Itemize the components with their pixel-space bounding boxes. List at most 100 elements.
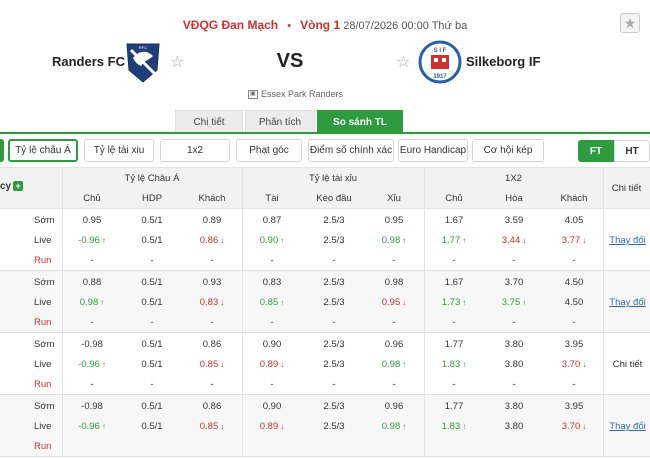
odds-value: 0.85 xyxy=(199,421,219,432)
odds-value: 0.90 xyxy=(259,235,279,246)
cell-1x2-home: - xyxy=(452,379,456,390)
row-label: Sớm xyxy=(34,215,55,226)
home-team-name[interactable]: Randers FC xyxy=(52,54,125,69)
cell-1x2-home: - xyxy=(452,317,456,328)
col-header-1x2-away: Khách xyxy=(560,193,588,204)
versus-label: VS xyxy=(276,50,304,72)
favorite-star-icon[interactable]: ★ xyxy=(620,13,640,33)
cell-home: - xyxy=(90,317,94,328)
cell-1x2-away: 3.77 ↓ xyxy=(552,231,596,251)
col-header-under: Xỉu xyxy=(387,193,401,204)
sidebar-toggle[interactable] xyxy=(0,139,4,162)
column-divider xyxy=(424,395,425,457)
odds-value: -0.96 xyxy=(78,359,100,370)
cell-over: 0.89 ↓ xyxy=(250,355,294,375)
detail-text[interactable]: Thay đổi xyxy=(609,421,646,432)
cell-under: - xyxy=(392,255,396,266)
cell-1x2-away: - xyxy=(572,379,576,390)
filter-euro-handicap[interactable]: Euro Handicap xyxy=(398,139,468,162)
cell-over: 0.85 ↑ xyxy=(250,293,294,313)
odds-value: 0.89 xyxy=(259,359,279,370)
match-header: VĐQG Đan Mạch • Vòng 1 28/07/2026 00:00 … xyxy=(0,0,650,135)
cell-away: 0.86 ↓ xyxy=(190,231,234,251)
cell-draw: 3.80 xyxy=(504,401,524,412)
period-ht-button[interactable]: HT xyxy=(614,140,650,162)
away-team-logo[interactable]: S I F 1917 xyxy=(418,40,462,84)
cell-away: - xyxy=(210,255,214,266)
column-divider xyxy=(424,209,425,271)
odds-value: 0.5/1 xyxy=(141,359,163,370)
cell-home: 0.98 ↑ xyxy=(70,293,114,313)
away-team-name[interactable]: Silkeborg IF xyxy=(466,54,541,69)
company-column-header: cy + xyxy=(0,181,24,192)
change-history-link[interactable]: Thay đổi xyxy=(605,231,650,251)
cell-hdp: 0.5/1 xyxy=(130,355,174,375)
row-label: Sớm xyxy=(34,401,55,412)
arrow-down-icon: ↓ xyxy=(582,422,587,431)
tab-underline xyxy=(0,132,650,134)
cell-1x2-away: 4.50 xyxy=(552,293,596,313)
home-favorite-star-icon[interactable]: ☆ xyxy=(170,54,185,71)
arrow-down-icon: ↓ xyxy=(220,422,225,431)
cell-hdp: 0.5/1 xyxy=(130,231,174,251)
odds-value: 0.86 xyxy=(199,235,219,246)
odds-value: 0.95 xyxy=(381,297,401,308)
column-divider xyxy=(242,333,243,395)
arrow-up-icon: ↑ xyxy=(280,298,285,307)
cell-1x2-home: 1.77 ↑ xyxy=(432,231,476,251)
cell-home: -0.96 ↑ xyxy=(70,355,114,375)
cell-under: 0.95 xyxy=(384,215,404,226)
cell-away: - xyxy=(210,379,214,390)
cell-1x2-away: - xyxy=(572,255,576,266)
odds-value: 0.5/1 xyxy=(141,421,163,432)
home-team-logo[interactable]: RFC xyxy=(121,40,165,84)
filter-correct-score[interactable]: Điểm số chính xác xyxy=(308,139,394,162)
cell-1x2-home: 1.83 ↑ xyxy=(432,417,476,437)
add-company-icon[interactable]: + xyxy=(13,181,24,192)
column-divider xyxy=(603,333,604,395)
row-label: Run xyxy=(34,441,52,452)
cell-line: 2.5/3 xyxy=(323,277,345,288)
odds-value: 4.50 xyxy=(564,297,584,308)
cell-under: - xyxy=(392,379,396,390)
cell-hdp: - xyxy=(150,255,154,266)
filter-over-under[interactable]: Tỷ lệ tài xiu xyxy=(84,139,154,162)
cell-hdp: - xyxy=(150,379,154,390)
away-favorite-star-icon[interactable]: ☆ xyxy=(396,54,411,71)
cell-1x2-home: 1.83 ↑ xyxy=(432,355,476,375)
table-row-run: Run xyxy=(0,437,650,457)
arrow-up-icon: ↑ xyxy=(402,422,407,431)
cell-line: - xyxy=(332,317,336,328)
filter-asian-handicap[interactable]: Tỷ lệ châu Á xyxy=(8,139,78,162)
venue: ▣ Essex Park Randers xyxy=(248,89,343,99)
cell-away: 0.93 xyxy=(202,277,222,288)
detail-text[interactable]: Thay đổi xyxy=(609,235,646,246)
filter-1x2[interactable]: 1x2 xyxy=(160,139,230,162)
column-divider xyxy=(242,395,243,457)
odds-value: 3.70 xyxy=(561,359,581,370)
period-ft-button[interactable]: FT xyxy=(578,140,614,162)
arrow-up-icon: ↑ xyxy=(402,360,407,369)
table-row-early: Sớm 0.88 0.5/1 0.93 0.83 2.5/3 0.98 1.67 3.70 4.5… xyxy=(0,273,650,293)
tab-odds-compare[interactable]: So sánh TL xyxy=(317,110,403,133)
filter-double-chance[interactable]: Cơ hội kép xyxy=(472,139,544,162)
arrow-up-icon: ↑ xyxy=(462,236,467,245)
cell-1x2-home: 1.67 xyxy=(444,277,464,288)
cell-away: 0.86 xyxy=(202,339,222,350)
row-label: Sớm xyxy=(34,339,55,350)
column-divider xyxy=(424,168,425,210)
detail-text[interactable]: Thay đổi xyxy=(609,297,646,308)
league-name[interactable]: VĐQG Đan Mạch xyxy=(182,18,279,32)
cell-1x2-away: 3.70 ↓ xyxy=(552,355,596,375)
tab-analysis[interactable]: Phân tích xyxy=(245,110,315,133)
cell-under: 0.96 xyxy=(384,401,404,412)
cell-1x2-away: 4.05 xyxy=(564,215,584,226)
change-history-link[interactable]: Thay đổi xyxy=(605,417,650,437)
filter-corners[interactable]: Phạt góc xyxy=(236,139,302,162)
tab-details[interactable]: Chi tiết xyxy=(175,110,243,133)
round-label: Vòng 1 xyxy=(300,18,341,32)
group-header-asian: Tỷ lệ Châu Á xyxy=(124,173,180,184)
change-history-link[interactable]: Thay đổi xyxy=(605,293,650,313)
company-label-text: cy xyxy=(0,181,12,192)
odds-value: 0.85 xyxy=(259,297,279,308)
